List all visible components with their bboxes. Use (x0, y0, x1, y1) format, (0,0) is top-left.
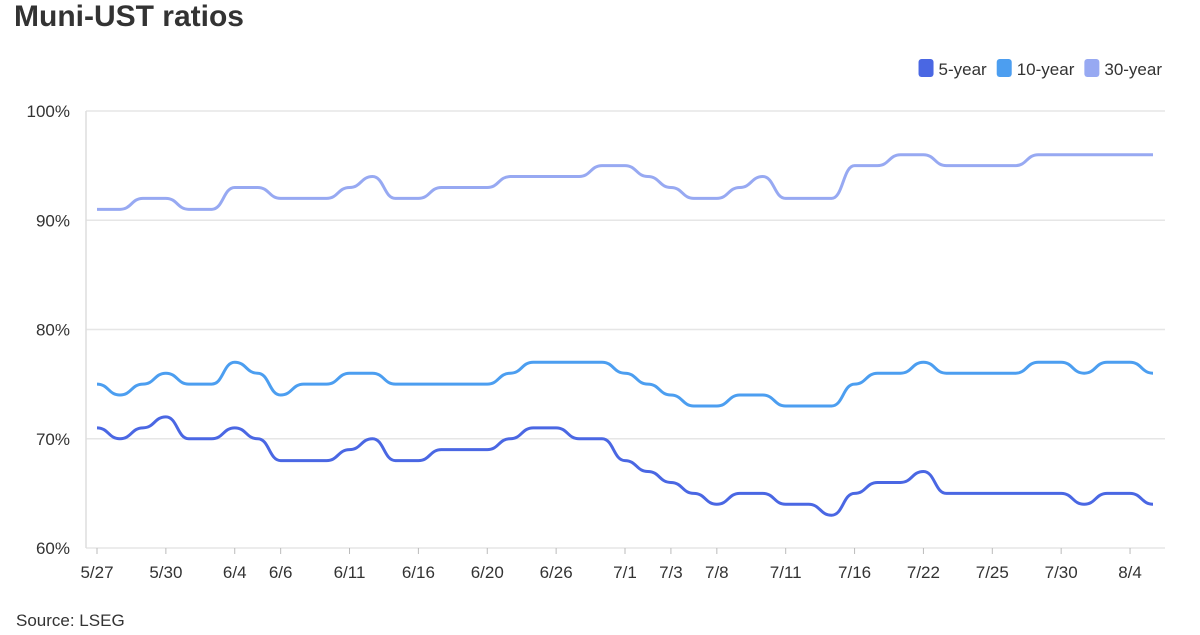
x-tick-label: 7/22 (907, 563, 940, 582)
x-tick-label: 7/25 (976, 563, 1009, 582)
chart-title: Muni-UST ratios (14, 0, 244, 33)
x-tick-label: 6/20 (471, 563, 504, 582)
line (96, 360, 1154, 408)
y-tick-label: 100% (27, 102, 70, 121)
x-tick-label: 7/8 (705, 563, 729, 582)
x-tick-label: 7/11 (770, 563, 802, 582)
legend-swatch (1084, 59, 1100, 77)
x-tick-label: 8/4 (1118, 563, 1142, 582)
legend-label: 30-year (1104, 60, 1162, 79)
x-tick-label: 7/16 (838, 563, 871, 582)
legend-label: 5-year (939, 60, 988, 79)
legend-swatch (918, 59, 934, 77)
x-tick-label: 7/30 (1045, 563, 1078, 582)
x-tick-label: 5/27 (80, 563, 113, 582)
line (96, 415, 1154, 517)
x-tick-label: 6/4 (223, 563, 247, 582)
legend: 30-year 10-year 5-year (918, 59, 1162, 79)
y-tick-label: 90% (36, 211, 70, 230)
legend-swatch (996, 59, 1012, 77)
x-tick-label: 6/26 (540, 563, 573, 582)
y-tick-label: 70% (36, 430, 70, 449)
x-tick-label: 6/6 (269, 563, 293, 582)
x-tick-label: 7/3 (659, 563, 683, 582)
y-tick-label: 60% (36, 539, 70, 558)
source: Source: LSEG (16, 611, 125, 630)
line (97, 153, 1153, 211)
legend-label: 10-year (1017, 60, 1075, 79)
x-tick-label: 5/30 (149, 563, 182, 582)
x-tick-label: 6/16 (402, 563, 435, 582)
x-tick-label: 6/11 (334, 563, 366, 582)
x-tick-label: 7/1 (613, 563, 637, 582)
y-tick-label: 80% (36, 321, 70, 340)
